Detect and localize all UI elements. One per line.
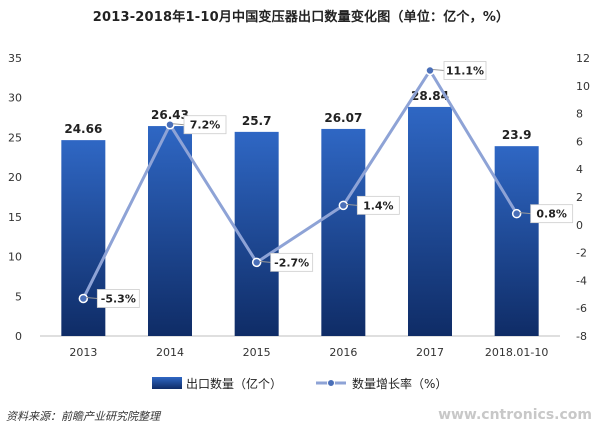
- right-axis-tick-label: 0: [576, 219, 583, 232]
- left-axis-tick-label: 25: [8, 131, 22, 144]
- growth-rate-label: -5.3%: [101, 292, 136, 305]
- growth-rate-label-box: [356, 195, 400, 215]
- growth-rate-point: [425, 65, 435, 76]
- growth-rate-label: 0.8%: [536, 208, 567, 221]
- right-axis-tick-label: -4: [576, 274, 587, 287]
- growth-rate-label-box: [270, 252, 314, 272]
- growth-rate-point: [511, 208, 522, 219]
- left-y-axis: 0 5 10 15 20 25 30 35: [8, 52, 22, 343]
- growth-rate-label-box: [96, 289, 140, 308]
- right-y-axis: -8 -6 -4 -2 0 2 4 6 8 10 12: [576, 52, 590, 343]
- right-axis-tick-label: 10: [576, 80, 590, 93]
- x-axis-tick-label: 2018.01-10: [485, 346, 548, 359]
- growth-rate-leader: [519, 212, 531, 215]
- growth-rate-leader: [86, 296, 98, 299]
- x-axis-tick-label: 2013: [69, 346, 97, 359]
- growth-rate-point: [338, 200, 349, 211]
- right-axis-tick-label: -8: [576, 330, 587, 343]
- left-axis-tick-label: 35: [8, 52, 22, 65]
- right-axis-tick-label: 8: [576, 108, 583, 121]
- growth-rate-leader: [432, 69, 445, 72]
- growth-rate-label: 1.4%: [363, 199, 394, 212]
- bar-value-label: 26.43: [151, 108, 189, 122]
- source-note: 资料来源：前瞻产业研究院整理: [6, 410, 160, 423]
- growth-rate-label-box: [183, 115, 227, 135]
- left-axis-tick-label: 20: [8, 171, 22, 184]
- left-axis-tick-label: 30: [8, 92, 22, 105]
- bar: [234, 131, 279, 336]
- growth-rate-label: -2.7%: [274, 256, 309, 269]
- bar-value-label: 26.07: [324, 111, 362, 125]
- growth-rate-point: [165, 119, 175, 130]
- right-axis-tick-label: 12: [576, 52, 590, 65]
- legend-line-marker: [327, 379, 335, 387]
- x-axis-ticks: 2013 2014 2015 2016 2017 2018.01-10: [69, 346, 548, 359]
- bar: [408, 106, 452, 336]
- left-axis-tick-label: 5: [15, 290, 22, 303]
- growth-rate-label-box: [530, 204, 574, 224]
- bar-value-label: 24.66: [64, 122, 102, 136]
- growth-rate-point: [78, 293, 89, 304]
- bar: [494, 146, 539, 336]
- legend: 出口数量（亿个） 数量增长率（%）: [152, 376, 447, 391]
- x-axis-tick-label: 2016: [329, 346, 357, 359]
- bar-value-label: 23.9: [502, 128, 532, 142]
- x-axis-tick-label: 2017: [416, 346, 444, 359]
- growth-rate-leader: [346, 203, 358, 206]
- growth-rate-leader: [259, 260, 271, 263]
- watermark: www.cntronics.com: [438, 407, 592, 423]
- right-axis-tick-label: 6: [576, 135, 583, 148]
- left-axis-tick-label: 15: [8, 211, 22, 224]
- growth-rate-label: 11.1%: [446, 65, 484, 78]
- growth-rate-line: [81, 69, 518, 300]
- right-axis-tick-label: -2: [576, 247, 587, 260]
- line-series: -5.3% 7.2% -2.7% 1.4% 11.1% 0.8%: [78, 61, 574, 308]
- x-axis-tick-label: 2014: [156, 346, 184, 359]
- bar: [148, 126, 192, 336]
- left-axis-tick-label: 0: [15, 330, 22, 343]
- right-axis-tick-label: -6: [576, 302, 587, 315]
- growth-rate-point: [251, 257, 262, 268]
- right-axis-tick-label: 2: [576, 191, 583, 204]
- growth-rate-label-box: [443, 61, 487, 80]
- left-axis-tick-label: 10: [8, 251, 22, 264]
- chart-title: 2013-2018年1-10月中国变压器出口数量变化图（单位：亿个，%）: [92, 10, 510, 25]
- right-axis-tick-label: 4: [576, 163, 583, 176]
- growth-rate-label: 7.2%: [190, 119, 221, 132]
- bar-value-label: 28.84: [411, 89, 449, 103]
- bar-value-label: 25.7: [242, 114, 272, 128]
- legend-bar-swatch: [152, 377, 182, 389]
- bar: [321, 128, 366, 336]
- bar-series: 24.66 26.43 25.7 26.07 28.84 23.9: [61, 89, 539, 336]
- legend-bar-label: 出口数量（亿个）: [186, 376, 282, 391]
- legend-line-label: 数量增长率（%）: [352, 376, 447, 391]
- growth-rate-leader: [172, 123, 185, 126]
- x-axis-tick-label: 2015: [243, 346, 271, 359]
